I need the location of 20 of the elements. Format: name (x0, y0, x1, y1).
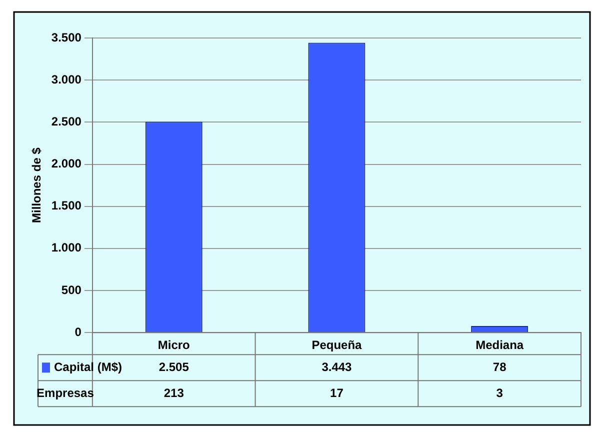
x-tick-label: Micro (158, 338, 190, 352)
y-tick-label: 2.000 (51, 156, 82, 171)
y-tick-label: 3.000 (51, 72, 82, 86)
y-tick-label: 2.500 (51, 114, 82, 128)
data-label: 3.443 (322, 360, 352, 374)
y-tick-label: 1.000 (51, 240, 82, 255)
text: 213 (164, 386, 184, 400)
data-label: 78 (492, 360, 507, 374)
data-label: 2.505 (158, 360, 190, 374)
y-tick-label: 3.500 (51, 30, 82, 44)
text: 3 (496, 386, 504, 400)
y-tick-label: 0 (74, 324, 82, 339)
y-tick-label: 500 (61, 282, 82, 297)
text: 17 (330, 386, 344, 400)
y-tick-label: 1.500 (51, 198, 82, 213)
legend-label: Capital (M$) (54, 360, 122, 374)
x-tick-label: Mediana (476, 338, 524, 352)
x-tick-label: Pequeña (312, 338, 362, 352)
text: Empresas (36, 386, 94, 400)
y-axis-title: Millones de $ (30, 147, 44, 223)
